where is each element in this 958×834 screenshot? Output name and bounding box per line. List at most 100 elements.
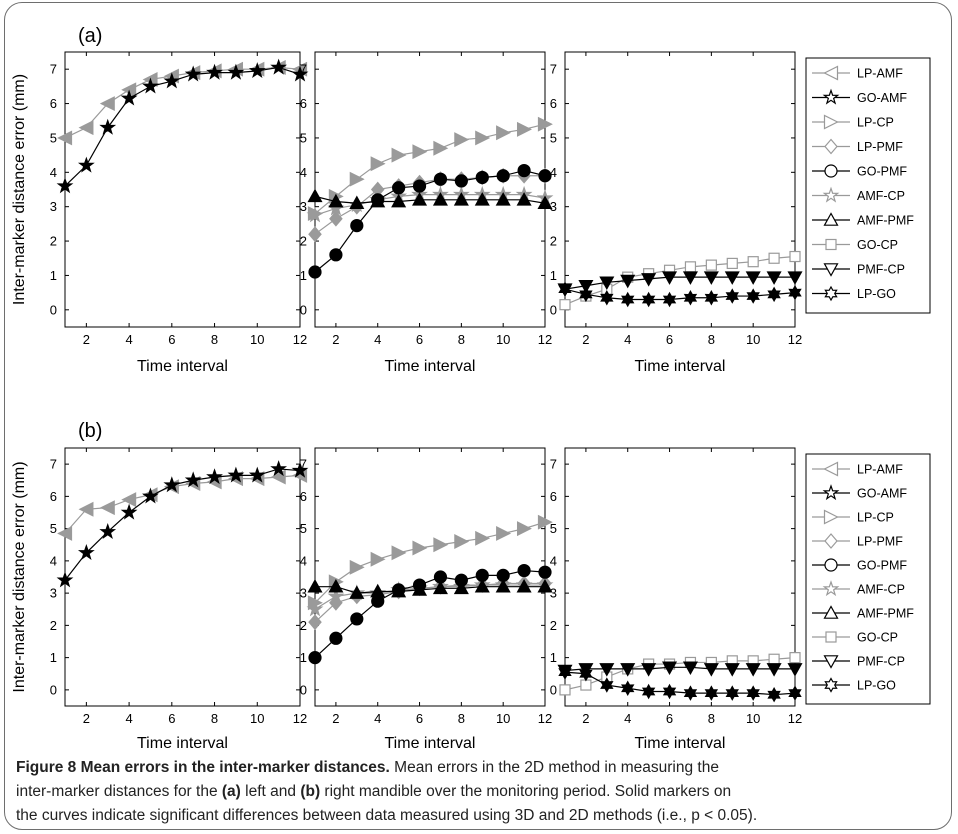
legend-marker [823, 114, 839, 130]
legend-marker [823, 605, 839, 619]
x-tick-label: 2 [332, 711, 339, 726]
data-point [306, 206, 324, 223]
legend-entry-go-pmf: GO-PMF [812, 164, 907, 179]
legend-marker [825, 238, 837, 251]
y-tick-label: 7 [50, 62, 57, 77]
data-point [350, 612, 364, 626]
caption-text-1: Mean errors in the 2D method in measurin… [389, 759, 719, 776]
y-tick-label: 3 [300, 586, 307, 601]
y-tick-label: 2 [300, 618, 307, 633]
series-line [314, 195, 546, 204]
data-point [308, 226, 322, 243]
data-point [78, 120, 94, 136]
legend-entry-go-amf: GO-AMF [812, 88, 907, 105]
data-point [120, 503, 138, 520]
data-point [432, 192, 448, 206]
caption-label-a: (a) [221, 783, 241, 800]
data-point [474, 192, 490, 206]
legend-marker [822, 484, 840, 501]
data-point [391, 545, 407, 561]
data-point [391, 193, 407, 208]
legend-entry-lp-pmf: LP-PMF [812, 138, 903, 155]
data-point [766, 271, 782, 285]
legend-label: GO-PMF [857, 165, 907, 179]
series-line [564, 666, 795, 672]
data-point [495, 192, 511, 206]
data-point [768, 653, 780, 665]
data-point [516, 121, 532, 137]
plot-area-frame [64, 447, 301, 707]
series-go-pmf [308, 163, 552, 279]
legend-label: AMF-PMF [857, 214, 914, 228]
series-line [314, 194, 546, 216]
x-tick-label: 6 [168, 332, 175, 347]
data-point [475, 530, 491, 546]
legend-label: PMF-CP [857, 655, 905, 669]
series-pmf-cp [557, 271, 803, 297]
data-point [391, 583, 407, 598]
data-point [432, 580, 448, 595]
data-point [516, 192, 532, 206]
x-tick-label: 4 [624, 711, 631, 726]
legend-entry-lp-cp: LP-CP [812, 114, 894, 130]
series-line [564, 671, 796, 696]
data-point [516, 521, 532, 537]
data-point [725, 685, 739, 701]
legend-label: LP-AMF [857, 67, 903, 81]
y-tick-label: 1 [300, 268, 307, 283]
plot-area-frame [564, 447, 796, 707]
series-line [564, 288, 796, 301]
data-point [307, 188, 323, 203]
data-point [475, 130, 491, 146]
x-tick-label: 8 [211, 332, 218, 347]
data-point [789, 652, 801, 664]
data-point [704, 685, 719, 701]
legend-label: LP-GO [857, 287, 896, 301]
series-line [564, 657, 796, 691]
legend-marker [824, 138, 838, 155]
legend-entry-go-pmf: GO-PMF [812, 558, 907, 573]
x-tick-label: 8 [458, 332, 465, 347]
legend-entry-pmf-cp: PMF-CP [812, 263, 905, 277]
legend-marker [824, 164, 838, 178]
y-tick-label: 5 [550, 130, 557, 145]
data-point [142, 77, 159, 94]
data-point [56, 571, 74, 588]
caption-title: Figure 8 Mean errors in the inter-marker… [16, 759, 390, 776]
data-point [307, 578, 323, 593]
data-point [412, 582, 428, 596]
x-tick-label: 10 [496, 711, 510, 726]
legend: LP-AMF GO-AMF LP-CP LP-PMF GO-PMF AMF-CP AMF-P… [805, 57, 931, 314]
data-point [350, 218, 364, 233]
data-point [120, 89, 138, 106]
data-point [768, 252, 780, 264]
series-line [564, 255, 796, 306]
x-tick-label: 12 [538, 332, 552, 347]
x-tick-label: 2 [83, 711, 90, 726]
data-point [349, 171, 365, 187]
y-tick-label: 5 [50, 521, 57, 536]
legend-entry-amf-pmf: AMF-PMF [812, 212, 914, 228]
y-tick-label: 1 [550, 650, 557, 665]
data-point [496, 125, 512, 141]
series-amf-pmf [307, 578, 553, 599]
legend-marker [823, 65, 839, 81]
y-axis-title: Inter-marker distance error (mm) [11, 461, 28, 692]
series-lp-amf [57, 467, 308, 541]
x-axis-title: Time interval [137, 735, 228, 752]
data-point [99, 96, 115, 112]
data-point [99, 500, 115, 516]
data-point [662, 661, 678, 676]
y-tick-label: 2 [50, 618, 57, 633]
legend-marker [823, 263, 839, 277]
data-point [579, 286, 593, 303]
data-point [248, 62, 266, 79]
data-point [329, 210, 343, 227]
x-tick-label: 6 [666, 332, 673, 347]
data-point [329, 248, 343, 262]
series-pmf-cp [557, 661, 803, 679]
data-point [703, 663, 719, 677]
legend-marker [823, 461, 839, 477]
y-tick-label: 0 [300, 302, 307, 317]
